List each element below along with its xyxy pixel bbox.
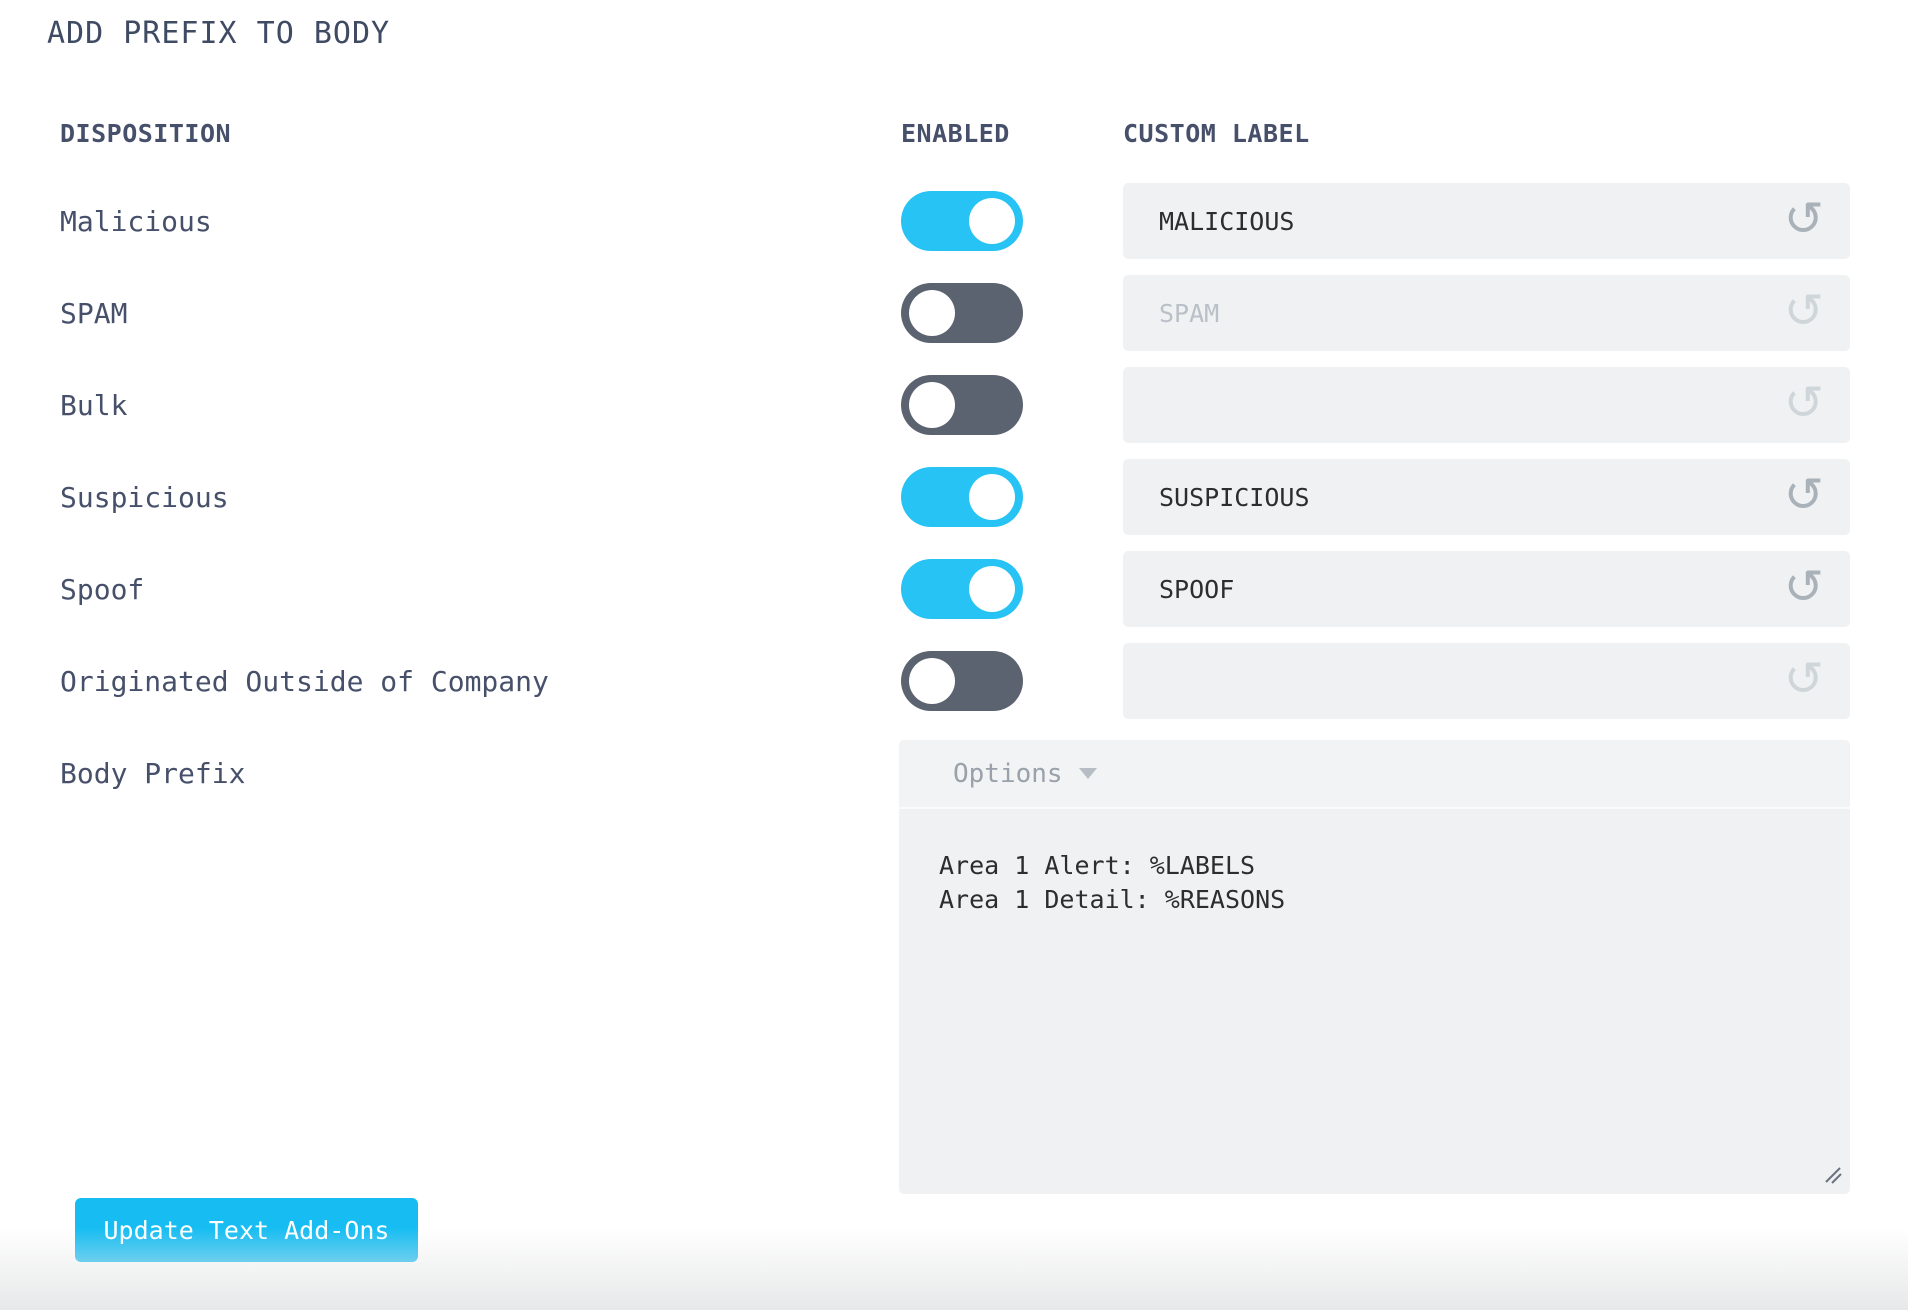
table-row-originated-outside: Originated Outside of Company ↺ [60, 635, 1908, 727]
reset-icon[interactable]: ↺ [1783, 467, 1824, 524]
reset-icon[interactable]: ↺ [1783, 375, 1824, 432]
resize-handle-icon[interactable] [1822, 1164, 1842, 1184]
toggle-knob [969, 566, 1015, 612]
reset-icon[interactable]: ↺ [1783, 559, 1824, 616]
table-row-spoof: Spoof ↺ [60, 543, 1908, 635]
body-prefix-editor: Options Area 1 Alert: %LABELS Area 1 Det… [899, 740, 1850, 1194]
body-prefix-textarea[interactable]: Area 1 Alert: %LABELS Area 1 Detail: %RE… [899, 809, 1850, 1194]
column-header-enabled: ENABLED [901, 119, 1010, 148]
table-row-malicious: Malicious ↺ [60, 175, 1908, 267]
disposition-label: Spoof [60, 572, 145, 606]
disposition-label: Malicious [60, 204, 212, 238]
column-header-custom-label: CUSTOM LABEL [1123, 119, 1310, 148]
page-title: ADD PREFIX TO BODY [47, 16, 391, 51]
custom-label-input-suspicious[interactable] [1123, 459, 1850, 535]
toggle-knob [969, 474, 1015, 520]
options-dropdown[interactable]: Options [899, 740, 1850, 809]
reset-icon[interactable]: ↺ [1783, 651, 1824, 708]
toggle-knob [909, 290, 955, 336]
body-prefix-label: Body Prefix [60, 757, 246, 790]
custom-label-input-malicious[interactable] [1123, 183, 1850, 259]
enabled-toggle-suspicious[interactable] [901, 467, 1023, 527]
options-dropdown-label: Options [953, 758, 1063, 789]
disposition-label: SPAM [60, 296, 128, 330]
table-row-bulk: Bulk ↺ [60, 359, 1908, 451]
toggle-knob [909, 658, 955, 704]
toggle-knob [969, 198, 1015, 244]
table-row-spam: SPAM ↺ [60, 267, 1908, 359]
table-row-suspicious: Suspicious ↺ [60, 451, 1908, 543]
custom-label-input-spam[interactable] [1123, 275, 1850, 351]
enabled-toggle-originated-outside[interactable] [901, 651, 1023, 711]
disposition-rows: Malicious ↺ SPAM ↺ Bulk ↺ Suspiciou [0, 175, 1908, 727]
enabled-toggle-bulk[interactable] [901, 375, 1023, 435]
custom-label-input-originated-outside[interactable] [1123, 643, 1850, 719]
disposition-label: Bulk [60, 388, 128, 422]
enabled-toggle-spoof[interactable] [901, 559, 1023, 619]
reset-icon[interactable]: ↺ [1783, 283, 1824, 340]
disposition-label: Originated Outside of Company [60, 664, 549, 698]
chevron-down-icon [1078, 768, 1097, 779]
update-text-addons-button[interactable]: Update Text Add-Ons [75, 1198, 418, 1262]
table-header-row: DISPOSITION ENABLED CUSTOM LABEL [60, 119, 1908, 148]
reset-icon[interactable]: ↺ [1783, 191, 1824, 248]
custom-label-input-bulk[interactable] [1123, 367, 1850, 443]
enabled-toggle-spam[interactable] [901, 283, 1023, 343]
toggle-knob [909, 382, 955, 428]
custom-label-input-spoof[interactable] [1123, 551, 1850, 627]
enabled-toggle-malicious[interactable] [901, 191, 1023, 251]
disposition-label: Suspicious [60, 480, 229, 514]
column-header-disposition: DISPOSITION [60, 119, 232, 148]
